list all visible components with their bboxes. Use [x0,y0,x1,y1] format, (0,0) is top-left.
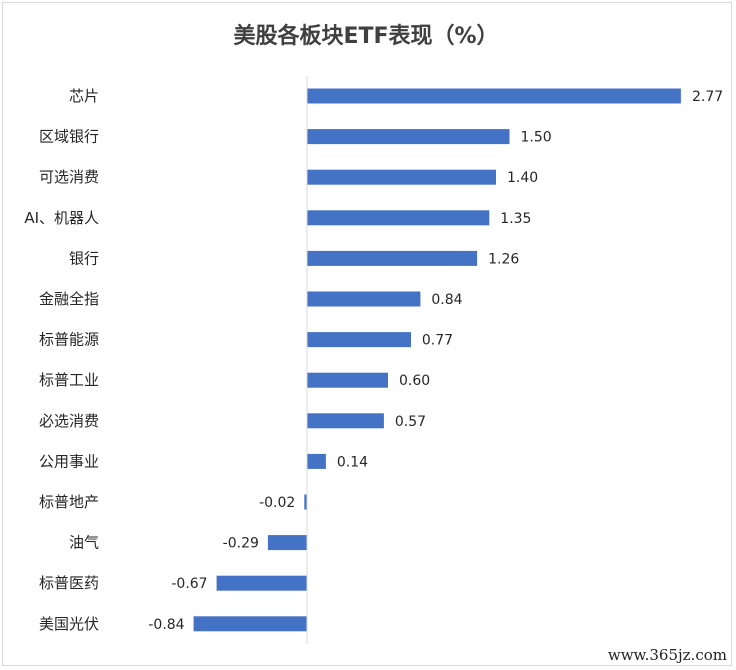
category-label-4: 银行 [69,249,99,267]
bar-0 [307,88,681,104]
category-label-5: 金融全指 [39,290,99,308]
category-label-9: 公用事业 [39,452,99,470]
value-label-6: 0.77 [422,333,453,349]
value-label-9: 0.14 [337,454,368,470]
bar-12 [216,575,308,591]
value-label-8: 0.57 [395,414,426,430]
category-label-13: 美国光伏 [39,615,99,633]
category-label-11: 油气 [69,534,99,552]
bar-8 [307,413,384,429]
bar-2 [307,169,496,185]
value-label-2: 1.40 [507,170,538,186]
category-label-10: 标普地产 [39,493,99,511]
bar-9 [307,453,326,469]
category-label-1: 区域银行 [39,128,99,146]
bar-1 [307,129,510,145]
watermark-text: www.365jz.com [608,646,727,664]
category-label-6: 标普能源 [39,331,99,349]
bar-4 [307,250,478,266]
chart-title: 美股各板块ETF表现（%） [233,23,498,49]
value-label-3: 1.35 [500,211,531,227]
bar-3 [307,210,490,226]
bars-layer [193,88,681,632]
value-label-4: 1.26 [488,251,519,267]
bar-13 [193,616,307,632]
value-label-10: -0.02 [259,495,295,511]
category-label-12: 标普医药 [39,574,99,592]
value-label-11: -0.29 [223,536,259,552]
value-label-13: -0.84 [148,617,184,633]
value-label-5: 0.84 [431,292,462,308]
bar-6 [307,332,411,348]
bar-5 [307,291,421,307]
value-label-7: 0.60 [399,373,430,389]
bar-11 [267,535,307,551]
bar-10 [304,494,307,510]
category-label-2: 可选消费 [39,168,99,186]
value-labels-layer: 2.77 1.50 1.40 1.35 1.26 0.84 0.77 0.60 0.57 0.14… [148,89,723,633]
category-label-8: 必选消费 [39,412,99,430]
category-label-7: 标普工业 [39,371,99,389]
category-label-0: 芯片 [69,87,99,105]
value-label-1: 1.50 [521,130,552,146]
category-label-3: AI、机器人 [24,209,99,227]
value-label-0: 2.77 [692,89,723,105]
bar-7 [307,372,388,388]
value-label-12: -0.67 [171,576,207,592]
